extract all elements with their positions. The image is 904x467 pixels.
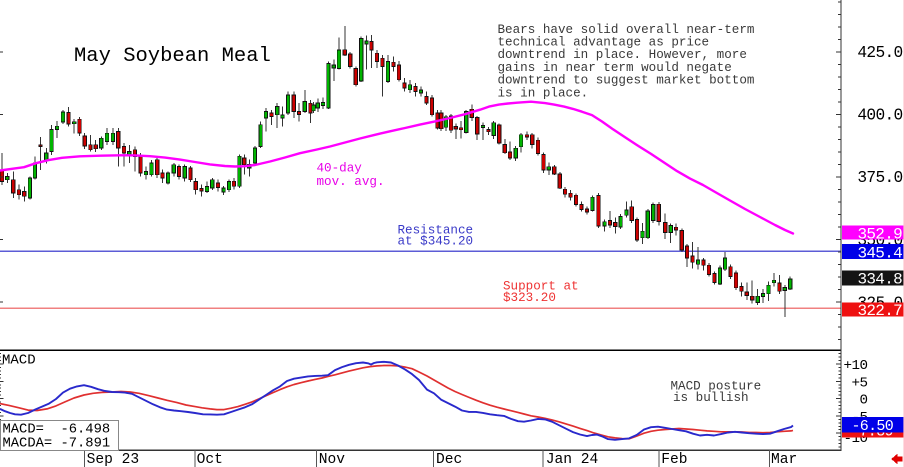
svg-text:+5: +5 [851,375,867,391]
svg-text:is bullish: is bullish [673,391,749,405]
svg-text:Support at: Support at [503,279,579,293]
svg-text:352.9: 352.9 [857,225,902,243]
svg-text:Dec: Dec [436,452,462,467]
svg-text:Bears have solid overall near-: Bears have solid overall near-term [498,23,755,37]
svg-text:375.0: 375.0 [857,169,902,187]
svg-text:0: 0 [859,393,867,409]
svg-text:MACDA= -7.891: MACDA= -7.891 [3,437,111,452]
svg-text:gains in near term would negat: gains in near term would negate [498,61,732,75]
svg-text:MACD posture: MACD posture [671,380,762,394]
svg-text:425.0: 425.0 [857,44,902,62]
svg-text:Nov: Nov [319,452,346,467]
svg-text:Sep 23: Sep 23 [87,452,140,467]
svg-text:-6.50: -6.50 [851,418,893,435]
svg-text:+10: +10 [843,358,867,374]
svg-text:MACD: MACD [2,353,36,369]
svg-text:322.7: 322.7 [857,302,902,320]
svg-text:May Soybean Meal: May Soybean Meal [74,45,271,68]
svg-text:Resistance: Resistance [398,223,474,237]
svg-text:Oct: Oct [197,452,223,467]
svg-text:400.0: 400.0 [857,106,902,124]
svg-text:345.4: 345.4 [857,244,902,262]
svg-text:$323.20: $323.20 [503,291,556,305]
svg-text:Jan 24: Jan 24 [546,452,599,467]
svg-text:Feb: Feb [661,452,687,467]
svg-text:downtrend to suggest market bo: downtrend to suggest market bottom [498,74,755,88]
svg-text:at $345.20: at $345.20 [398,235,474,249]
svg-text:40-day: 40-day [317,162,363,176]
svg-text:mov. avg.: mov. avg. [317,175,385,189]
svg-text:Mar: Mar [771,452,797,467]
svg-text:334.8: 334.8 [857,271,902,289]
svg-text:technical advantage as price: technical advantage as price [498,36,710,50]
svg-text:downtrend in place. However, m: downtrend in place. However, more [498,48,747,62]
svg-text:is in place.: is in place. [498,86,589,100]
svg-text:MACD= -6.498: MACD= -6.498 [3,422,111,437]
